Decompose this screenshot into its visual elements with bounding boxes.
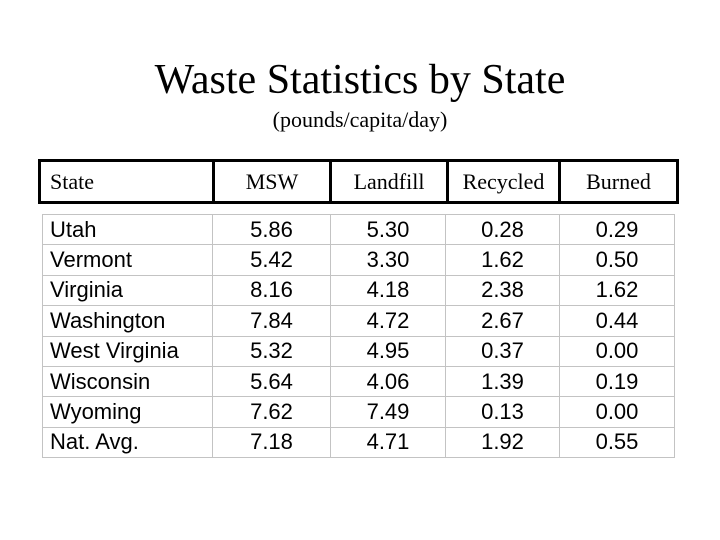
msw-cell: 7.84 xyxy=(212,305,331,337)
recycled-cell: 2.38 xyxy=(445,274,560,307)
burned-cell: 0.00 xyxy=(559,396,675,428)
recycled-cell: 2.67 xyxy=(445,305,560,337)
column-header-burned: Burned xyxy=(586,168,651,194)
table-row: Wisconsin 5.64 4.06 1.39 0.19 xyxy=(42,365,675,398)
landfill-cell: 4.06 xyxy=(330,365,446,398)
recycled-cell: 0.28 xyxy=(445,213,560,246)
recycled-cell: 1.92 xyxy=(445,426,560,459)
column-header-state: State xyxy=(41,162,215,201)
recycled-cell: 1.39 xyxy=(445,365,560,398)
landfill-cell: 4.71 xyxy=(330,426,446,459)
burned-cell: 0.00 xyxy=(559,335,675,367)
state-cell: Washington xyxy=(42,305,213,337)
burned-cell: 1.62 xyxy=(559,274,675,307)
landfill-cell: 5.30 xyxy=(330,213,446,246)
landfill-cell: 4.72 xyxy=(330,305,446,337)
burned-cell: 0.50 xyxy=(559,244,675,276)
table-row: West Virginia 5.32 4.95 0.37 0.00 xyxy=(42,335,675,367)
recycled-cell: 0.37 xyxy=(445,335,560,367)
landfill-cell: 7.49 xyxy=(330,396,446,428)
msw-cell: 7.62 xyxy=(212,396,331,428)
landfill-cell: 4.18 xyxy=(330,274,446,307)
state-cell: Wyoming xyxy=(42,396,213,428)
burned-cell: 0.29 xyxy=(559,213,675,246)
column-header-recycled: Recycled xyxy=(449,162,561,201)
table-row: Nat. Avg. 7.18 4.71 1.92 0.55 xyxy=(42,426,675,459)
state-cell: Virginia xyxy=(42,274,213,307)
msw-cell: 5.42 xyxy=(212,244,331,276)
msw-cell: 7.18 xyxy=(212,426,331,459)
table-body: Utah 5.86 5.30 0.28 0.29 Vermont 5.42 3.… xyxy=(42,213,675,459)
landfill-cell: 3.30 xyxy=(330,244,446,276)
msw-cell: 5.32 xyxy=(212,335,331,367)
column-header-landfill: Landfill xyxy=(332,162,449,201)
state-cell: Utah xyxy=(42,213,213,246)
state-cell: West Virginia xyxy=(42,335,213,367)
table-row: Utah 5.86 5.30 0.28 0.29 xyxy=(42,213,675,246)
burned-cell: 0.44 xyxy=(559,305,675,337)
state-cell: Wisconsin xyxy=(42,365,213,398)
table-row: Vermont 5.42 3.30 1.62 0.50 xyxy=(42,244,675,276)
state-cell: Nat. Avg. xyxy=(42,426,213,459)
recycled-cell: 0.13 xyxy=(445,396,560,428)
table-row: Virginia 8.16 4.18 2.38 1.62 xyxy=(42,274,675,307)
landfill-cell: 4.95 xyxy=(330,335,446,367)
recycled-cell: 1.62 xyxy=(445,244,560,276)
table-header-row: State MSW Landfill Recycled Burned xyxy=(38,159,679,204)
burned-cell: 0.55 xyxy=(559,426,675,459)
waste-statistics-table: Utah 5.86 5.30 0.28 0.29 Vermont 5.42 3.… xyxy=(42,213,675,459)
slide-subtitle: (pounds/capita/day) xyxy=(272,107,448,132)
slide-title: Waste Statistics by State xyxy=(154,57,566,103)
table-row: Wyoming 7.62 7.49 0.13 0.00 xyxy=(42,396,675,428)
column-header-msw: MSW xyxy=(215,162,332,201)
msw-cell: 5.86 xyxy=(212,213,331,246)
msw-cell: 5.64 xyxy=(212,365,331,398)
msw-cell: 8.16 xyxy=(212,274,331,307)
table-row: Washington 7.84 4.72 2.67 0.44 xyxy=(42,305,675,337)
burned-cell: 0.19 xyxy=(559,365,675,398)
state-cell: Vermont xyxy=(42,244,213,276)
